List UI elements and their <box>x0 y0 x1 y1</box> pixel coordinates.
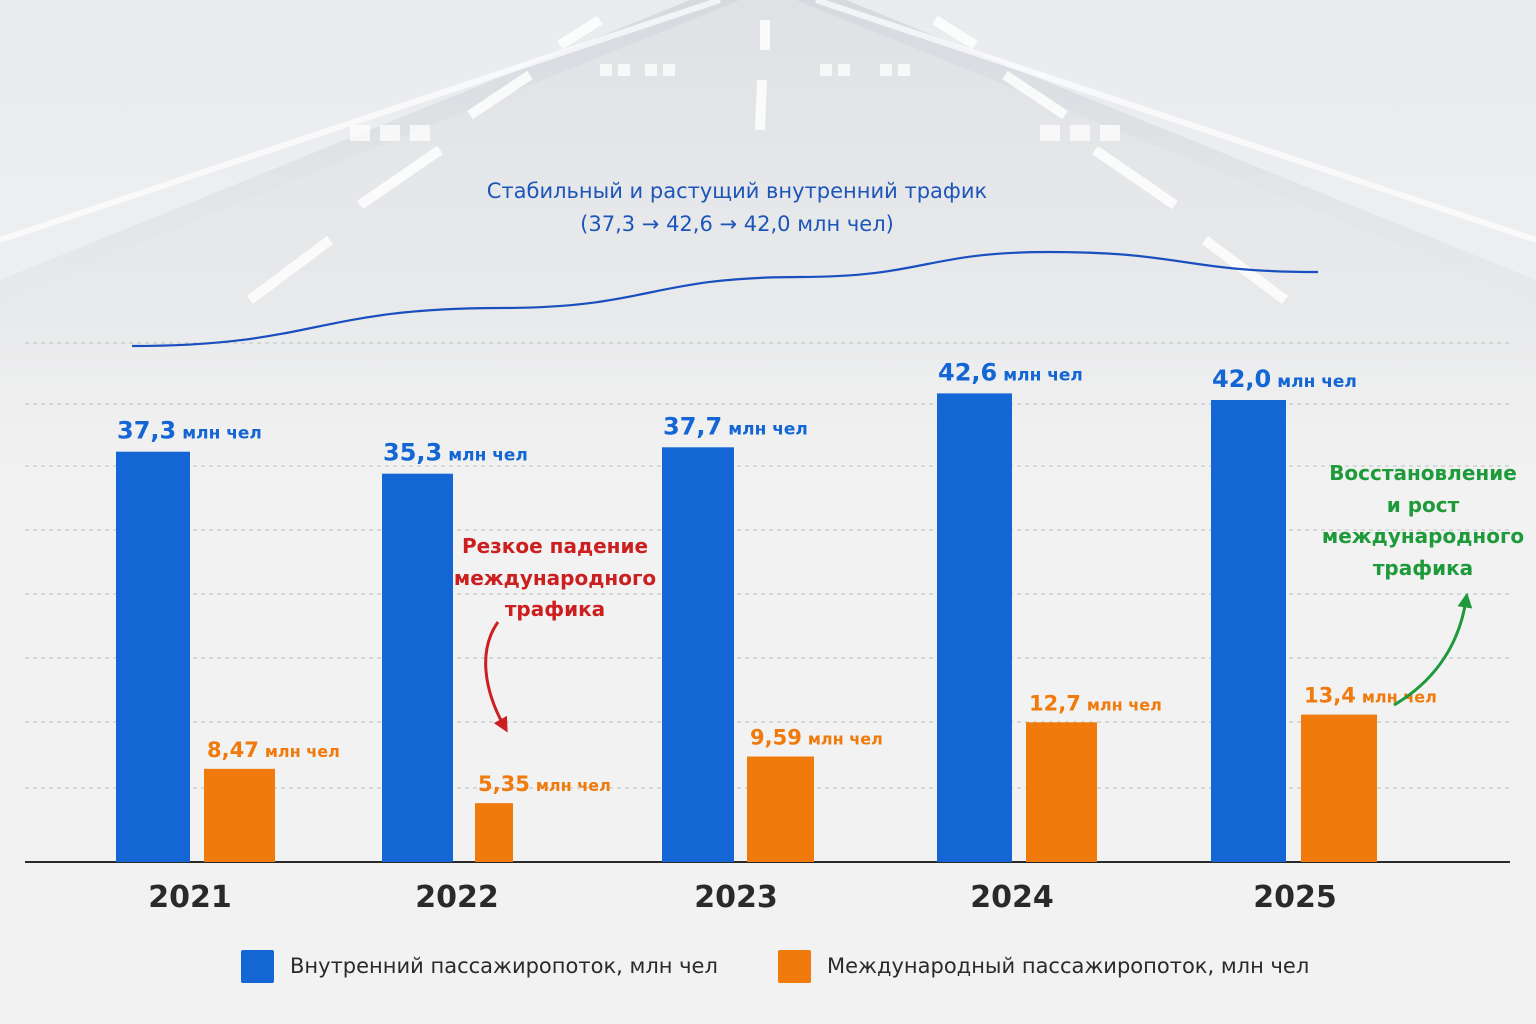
growth-annotation-line-4: трафика <box>1373 556 1473 580</box>
label-domestic-2022: 35,3 млн чел <box>383 439 528 467</box>
label-international-2023: 9,59 млн чел <box>750 726 883 750</box>
growth-annotation-line-3: международного <box>1322 524 1524 548</box>
x-tick-2022: 2022 <box>415 880 499 915</box>
drop-annotation: Резкое падение международного трафика <box>454 534 656 621</box>
label-domestic-2021: 37,3 млн чел <box>117 417 262 445</box>
legend-item-domestic: Внутренний пассажиропоток, млн чел <box>241 946 718 986</box>
drop-annotation-line-1: Резкое падение <box>462 534 648 558</box>
x-tick-2024: 2024 <box>970 880 1054 915</box>
x-tick-2023: 2023 <box>694 880 778 915</box>
domestic-trend-line <box>131 250 1319 348</box>
bar-international-2023 <box>747 756 814 862</box>
trend-annotation: Стабильный и растущий внутренний трафик … <box>437 175 1037 241</box>
bar-international-2025 <box>1301 714 1377 862</box>
legend-swatch-international <box>778 949 811 983</box>
x-tick-2021: 2021 <box>148 880 232 915</box>
label-international-2021: 8,47 млн чел <box>207 738 340 762</box>
growth-annotation-line-2: и рост <box>1387 493 1460 517</box>
x-tick-labels: 2021 2022 2023 2024 2025 <box>148 880 1337 915</box>
bar-domestic-2022 <box>382 473 453 862</box>
label-domestic-2024: 42,6 млн чел <box>938 358 1083 386</box>
drop-annotation-line-2: международного <box>454 566 656 590</box>
bar-domestic-2024 <box>937 393 1012 862</box>
bar-domestic-2025 <box>1211 400 1286 862</box>
legend-label-international: Международный пассажиропоток, млн чел <box>827 954 1310 978</box>
data-labels: 37,3 млн чел 8,47 млн чел 35,3 млн чел 5,35 млн… <box>117 358 1437 796</box>
x-tick-2025: 2025 <box>1253 880 1337 915</box>
drop-arrow-icon <box>484 621 508 733</box>
bars <box>116 393 1377 862</box>
bar-international-2021 <box>204 768 275 862</box>
label-domestic-2025: 42,0 млн чел <box>1212 365 1357 393</box>
trend-annotation-line-2: (37,3 → 42,6 → 42,0 млн чел) <box>580 212 894 236</box>
drop-annotation-line-3: трафика <box>505 597 605 621</box>
label-domestic-2023: 37,7 млн чел <box>663 412 808 440</box>
bar-international-2022 <box>475 803 513 862</box>
trend-annotation-line-1: Стабильный и растущий внутренний трафик <box>486 179 988 203</box>
legend: Внутренний пассажиропоток, млн чел Между… <box>0 946 1536 986</box>
legend-item-international: Международный пассажиропоток, млн чел <box>778 946 1309 986</box>
legend-swatch-domestic <box>241 949 274 983</box>
label-international-2024: 12,7 млн чел <box>1029 691 1162 715</box>
growth-annotation: Восстановление и рост международного тра… <box>1322 461 1524 580</box>
growth-annotation-line-1: Восстановление <box>1329 461 1517 485</box>
bar-domestic-2023 <box>662 447 734 862</box>
legend-label-domestic: Внутренний пассажиропоток, млн чел <box>290 954 718 978</box>
bar-international-2024 <box>1026 722 1097 862</box>
gridlines <box>25 342 1510 789</box>
label-international-2025: 13,4 млн чел <box>1304 684 1437 708</box>
bar-domestic-2021 <box>116 451 190 862</box>
growth-arrow-icon <box>1393 592 1473 707</box>
label-international-2022: 5,35 млн чел <box>478 772 611 796</box>
